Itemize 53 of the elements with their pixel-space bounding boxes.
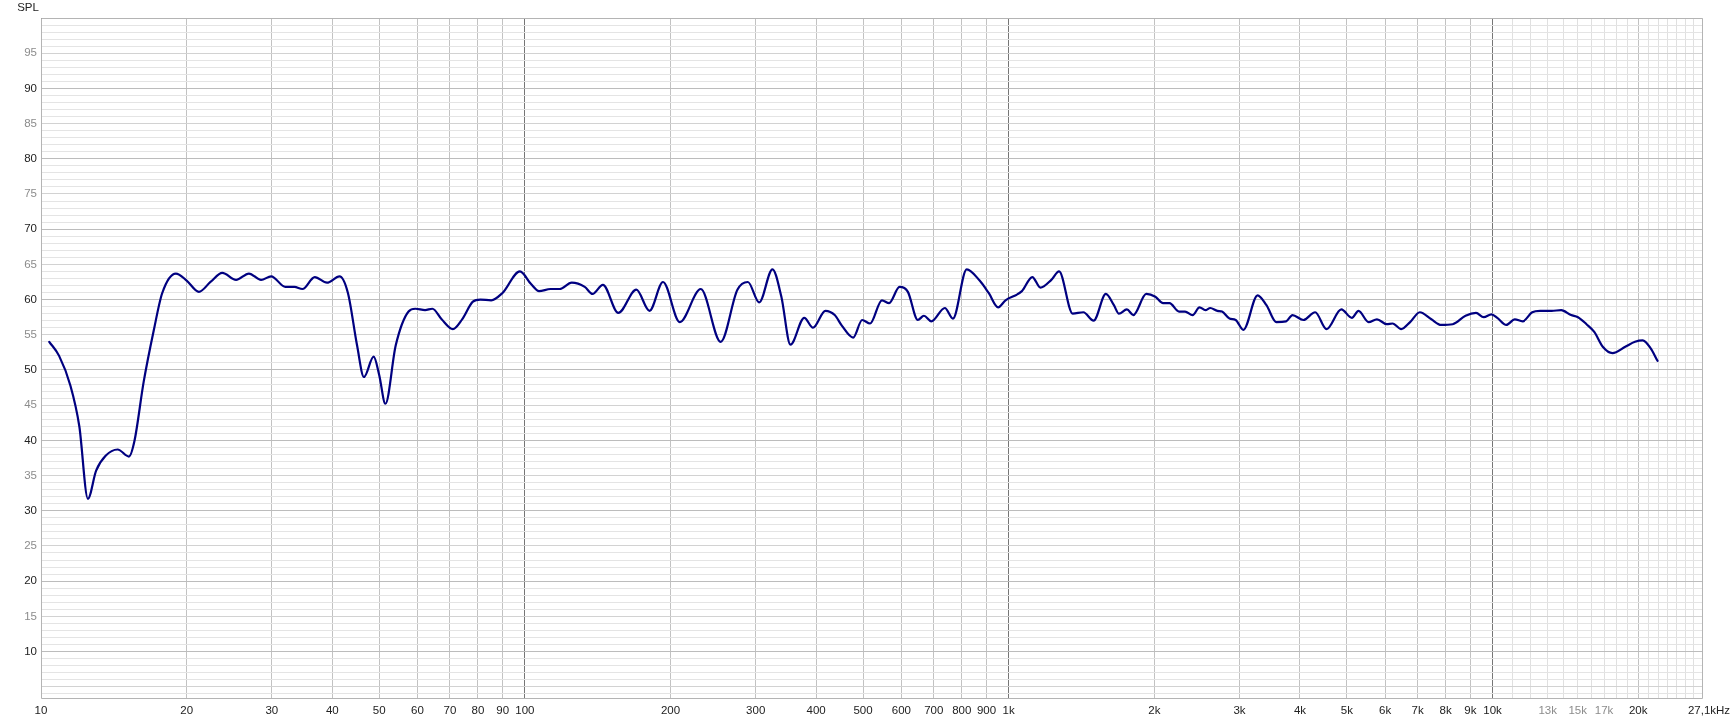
x-tick-label: 70 — [443, 704, 457, 717]
y-tick-label: 10 — [24, 644, 37, 657]
y-tick-label: 25 — [24, 539, 37, 552]
x-tick-label: 200 — [660, 704, 681, 717]
x-tick-label: 600 — [891, 704, 911, 717]
x-tick-label: 700 — [924, 704, 944, 717]
x-tick-label: 100 — [515, 704, 535, 717]
x-tick-label: 13k — [1538, 704, 1558, 717]
x-tick-label: 1k — [1002, 704, 1015, 717]
x-tick-label: 15k — [1568, 704, 1588, 717]
x-tick-label: 20k — [1628, 704, 1648, 717]
x-tick-label: 40 — [325, 704, 339, 717]
x-tick-label: 300 — [746, 704, 766, 717]
y-tick-label: 75 — [24, 187, 37, 200]
x-tick-label: 8k — [1439, 704, 1452, 717]
y-tick-label: 85 — [24, 116, 37, 129]
x-tick-label: 9k — [1464, 704, 1477, 717]
x-tick-label: 90 — [496, 704, 510, 717]
y-tick-label: 95 — [24, 46, 37, 59]
x-tick-label: 2k — [1148, 704, 1161, 717]
x-tick-label: 500 — [853, 704, 873, 717]
y-tick-label: 70 — [24, 222, 37, 235]
x-tick-label: 3k — [1233, 704, 1246, 717]
y-tick-label: 40 — [24, 433, 37, 446]
y-tick-label: 15 — [24, 609, 37, 622]
x-tick-label: 80 — [471, 704, 485, 717]
y-tick-label: 20 — [24, 574, 37, 587]
x-tick-label: 50 — [372, 704, 386, 717]
y-tick-label: 90 — [24, 81, 37, 94]
x-tick-label: 800 — [952, 704, 972, 717]
x-tick-label: 5k — [1340, 704, 1354, 717]
x-tick-label: 60 — [411, 704, 424, 717]
x-tick-label: 30 — [265, 704, 279, 717]
x-tick-label: 27,1k — [1687, 704, 1717, 717]
x-tick-label: 400 — [806, 704, 826, 717]
x-tick-label: 6k — [1379, 704, 1392, 717]
y-axis-title: SPL — [17, 1, 40, 14]
y-tick-label: 65 — [24, 257, 37, 270]
y-tick-label: 80 — [24, 151, 37, 164]
x-tick-label: 10 — [34, 704, 48, 717]
x-tick-label: 17k — [1594, 704, 1614, 717]
y-tick-label: 35 — [24, 468, 37, 481]
x-tick-label: 900 — [976, 704, 997, 717]
y-tick-label: 55 — [24, 327, 37, 340]
x-tick-label: 20 — [180, 704, 194, 717]
y-tick-label: 30 — [24, 503, 37, 516]
y-tick-label: 45 — [24, 398, 37, 411]
x-axis-title: Hz — [1716, 703, 1731, 716]
x-tick-label: 7k — [1411, 704, 1424, 717]
y-tick-label: 60 — [24, 292, 37, 305]
y-tick-label: 50 — [24, 363, 37, 376]
x-tick-label: 10k — [1483, 704, 1503, 717]
x-tick-label: 4k — [1293, 704, 1307, 717]
